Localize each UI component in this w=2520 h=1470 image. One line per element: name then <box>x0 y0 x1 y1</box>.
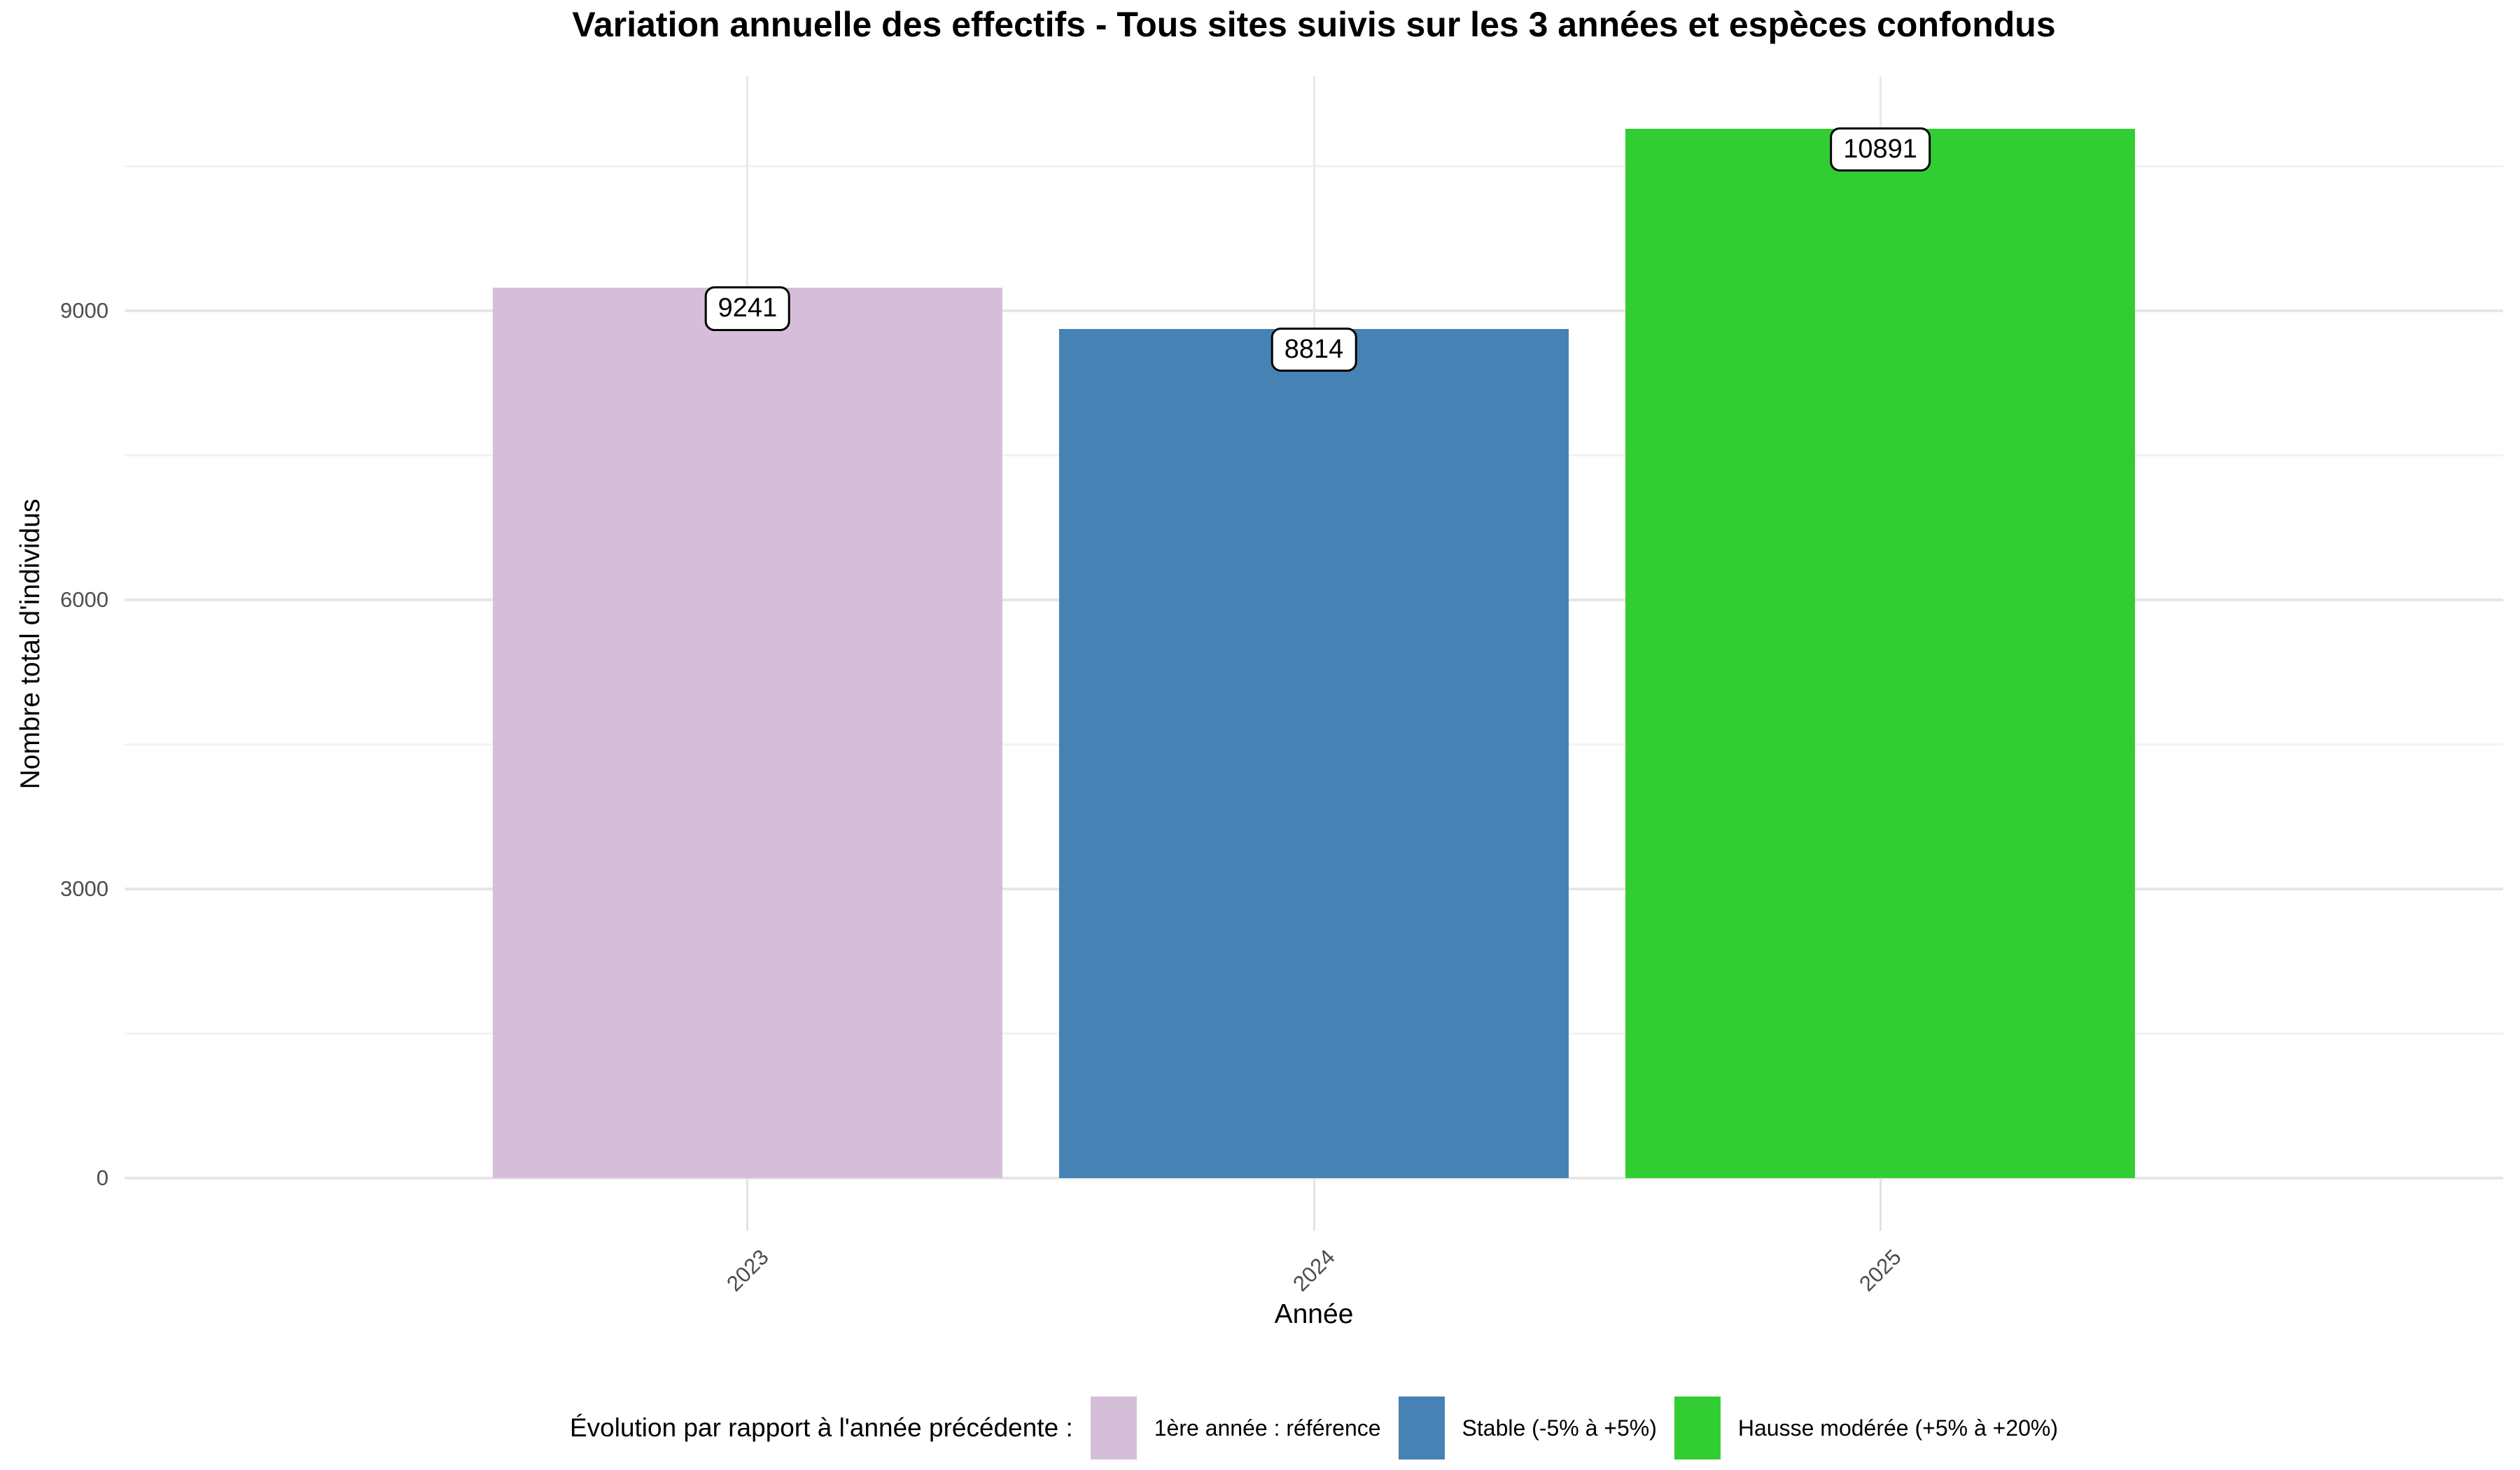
y-axis-title: Nombre total d'individus <box>15 498 46 790</box>
legend-title: Évolution par rapport à l'année précéden… <box>569 1413 1073 1442</box>
y-tick-label-0: 0 <box>96 1166 108 1190</box>
legend-swatch-1 <box>1398 1396 1445 1460</box>
bar-2025 <box>1625 129 2136 1178</box>
x-tick-label-2024: 2024 <box>1288 1245 1340 1296</box>
x-tick-mark-2025 <box>1879 1178 1882 1231</box>
x-axis-title: Année <box>1274 1299 1354 1329</box>
legend-items: 1ère année : référence Stable (-5% à +5%)… <box>1090 1396 2058 1460</box>
x-tick-mark-2023 <box>746 1178 749 1231</box>
y-tick-label-3000: 3000 <box>60 876 108 902</box>
bar-value-label-2023: 9241 <box>704 286 791 331</box>
bar-2023 <box>492 288 1003 1178</box>
bar-value-label-2024: 8814 <box>1270 327 1357 372</box>
legend-item-label-2: Hausse modérée (+5% à +20%) <box>1737 1415 2059 1441</box>
legend: Évolution par rapport à l'année précéden… <box>125 1392 2503 1464</box>
y-tick-label-6000: 6000 <box>60 587 108 612</box>
legend-item-label-1: Stable (-5% à +5%) <box>1462 1415 1657 1441</box>
plot-area: 9241 8814 10891 <box>125 76 2503 1180</box>
x-tick-mark-2024 <box>1312 1178 1315 1231</box>
legend-item-0: 1ère année : référence <box>1090 1396 1381 1460</box>
x-tick-label-2023: 2023 <box>722 1245 774 1296</box>
legend-swatch-0 <box>1090 1396 1137 1460</box>
legend-swatch-2 <box>1674 1396 1721 1460</box>
legend-item-label-0: 1ère année : référence <box>1154 1415 1381 1441</box>
bar-2024 <box>1058 328 1569 1178</box>
legend-item-2: Hausse modérée (+5% à +20%) <box>1674 1396 2058 1460</box>
chart-title: Variation annuelle des effectifs - Tous … <box>572 5 2056 44</box>
legend-item-1: Stable (-5% à +5%) <box>1398 1396 1657 1460</box>
bar-value-label-2025: 10891 <box>1830 127 1931 172</box>
x-tick-label-2025: 2025 <box>1854 1245 1906 1296</box>
y-tick-label-9000: 9000 <box>60 298 108 323</box>
